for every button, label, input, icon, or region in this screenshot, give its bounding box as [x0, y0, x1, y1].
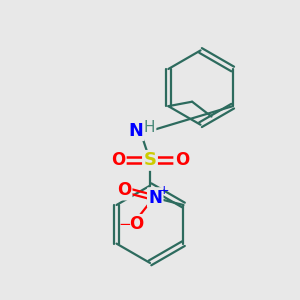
Text: O: O	[111, 152, 125, 169]
Text: H: H	[144, 120, 155, 135]
Text: O: O	[129, 215, 143, 233]
Text: +: +	[159, 184, 170, 196]
Text: N: N	[128, 122, 143, 140]
Text: S: S	[143, 152, 157, 169]
Text: N: N	[148, 189, 162, 207]
Text: −: −	[118, 218, 131, 232]
Text: O: O	[117, 181, 131, 199]
Text: O: O	[175, 152, 189, 169]
